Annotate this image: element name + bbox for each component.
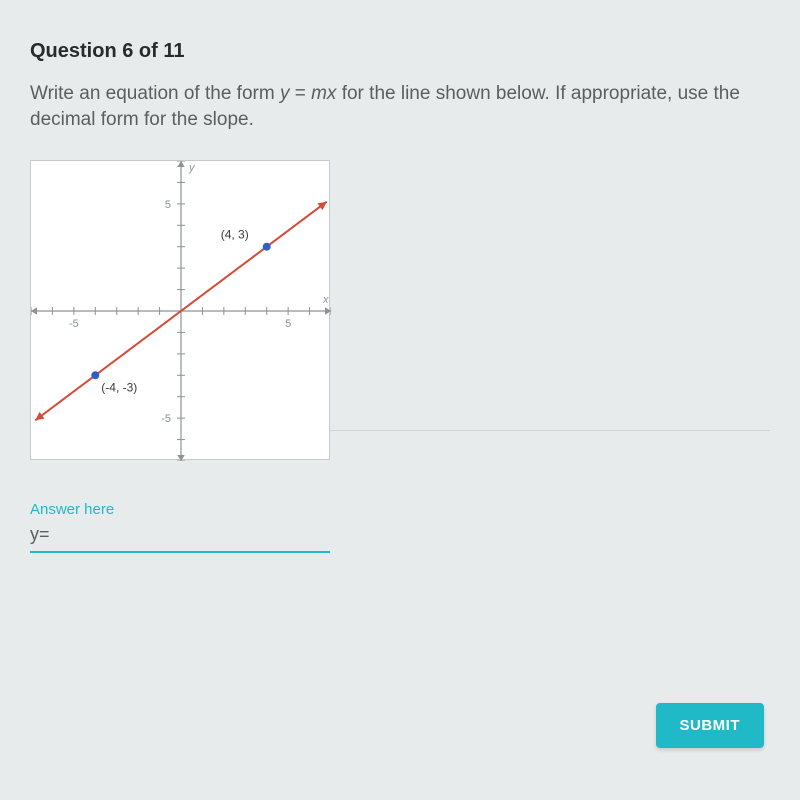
- question-prompt: Write an equation of the form y = mx for…: [30, 81, 770, 132]
- quiz-container: Question 6 of 11 Write an equation of th…: [0, 0, 800, 800]
- answer-input[interactable]: [54, 524, 330, 545]
- question-header: Question 6 of 11: [30, 40, 770, 63]
- svg-text:5: 5: [165, 199, 171, 211]
- prompt-eq-rhs: mx: [311, 83, 336, 104]
- svg-text:x: x: [322, 294, 329, 306]
- svg-text:y: y: [188, 162, 196, 174]
- svg-text:5: 5: [285, 318, 291, 330]
- answer-line: y=: [30, 524, 330, 553]
- svg-text:(4, 3): (4, 3): [221, 228, 249, 242]
- prompt-eq-mid: =: [289, 83, 311, 104]
- prompt-pre: Write an equation of the form: [30, 83, 280, 104]
- submit-button[interactable]: SUBMIT: [656, 703, 765, 748]
- svg-text:-5: -5: [161, 413, 171, 425]
- graph-svg: -5 -5 5 5 x y (4, 3) (-4, -3): [31, 161, 331, 461]
- svg-text:(-4, -3): (-4, -3): [101, 381, 137, 395]
- answer-prefix: y=: [30, 524, 50, 545]
- answer-placeholder-label: Answer here: [30, 501, 330, 518]
- graph: -5 -5 5 5 x y (4, 3) (-4, -3): [30, 160, 330, 460]
- svg-text:-5: -5: [69, 318, 79, 330]
- answer-block: Answer here y=: [30, 501, 330, 553]
